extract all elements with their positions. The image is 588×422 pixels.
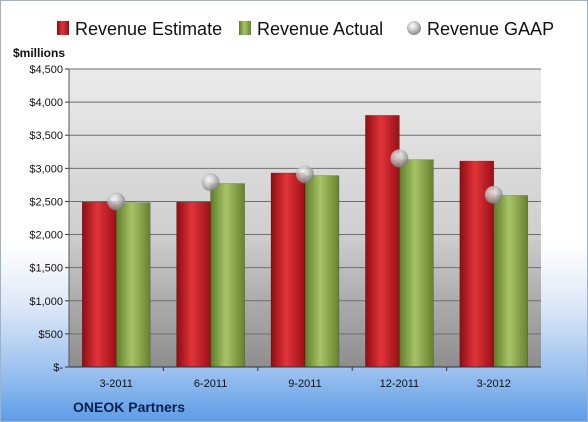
y-tick-label: $3,500 [29,130,63,142]
y-tick-label: $3,000 [29,163,63,175]
gaap-markers [107,149,503,211]
y-tick-label: $4,500 [29,64,63,76]
y-tick-label: $1,000 [29,296,63,308]
y-tick-label: $- [53,362,63,374]
legend: Revenue Estimate Revenue Actual Revenue … [57,19,554,39]
y-axis-unit-label: $millions [13,46,65,60]
y-tick-label: $2,000 [29,230,63,242]
bar-revenue-actual [493,195,529,368]
bar-revenue-actual [304,175,340,368]
x-tick-label: 12-2011 [380,378,420,390]
bar-revenue-actual [399,159,434,368]
company-name: ONEOK Partners [73,399,186,415]
y-tick-label: $500 [39,329,63,341]
bars [81,115,529,368]
legend-label-gaap: Revenue GAAP [427,19,554,39]
marker-revenue-gaap [201,173,220,192]
y-axis-ticks: $- $500 $1,000 $1,500 $2,000 $2,500 $3,000 $3,5… [29,64,69,374]
x-tick-label: 3-2012 [477,378,511,390]
x-tick-label: 9-2011 [288,378,321,390]
legend-swatch-actual [239,21,251,35]
x-axis-ticks: 3-2011 6-2011 9-2011 12-2011 3-2012 [99,367,511,390]
bar-revenue-actual [115,202,151,368]
marker-revenue-gaap [107,192,126,211]
legend-label-estimate: Revenue Estimate [75,19,222,39]
legend-label-actual: Revenue Actual [257,19,383,39]
legend-swatch-estimate [57,21,69,35]
marker-revenue-gaap [484,185,503,204]
legend-marker-gaap [407,21,421,35]
marker-revenue-gaap [390,149,409,168]
bar-revenue-estimate [81,201,117,368]
x-tick-label: 3-2011 [99,378,132,390]
bar-revenue-estimate [176,201,211,368]
bar-revenue-estimate [270,172,306,368]
y-tick-label: $2,500 [29,196,63,208]
y-tick-label: $4,000 [29,97,63,109]
x-tick-label: 6-2011 [194,378,227,390]
bar-revenue-actual [210,183,245,368]
marker-revenue-gaap [296,165,314,184]
y-tick-label: $1,500 [29,263,63,275]
